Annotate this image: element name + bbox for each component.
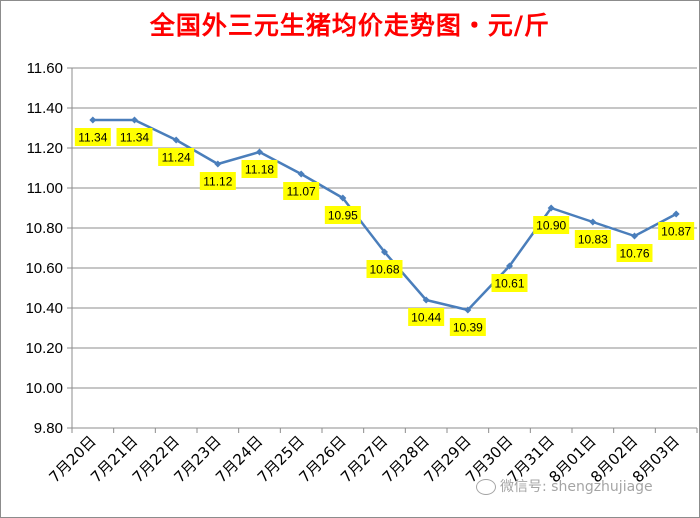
watermark: 微信号: shengzhujiage <box>476 476 653 496</box>
data-point-marker <box>381 248 388 256</box>
data-label-bg <box>74 128 111 146</box>
y-tick-label: 11.40 <box>27 100 63 117</box>
data-label: 11.18 <box>245 163 274 177</box>
data-label-bg <box>158 148 195 166</box>
data-point-marker <box>506 262 513 270</box>
data-label-bg <box>283 182 320 200</box>
data-label: 11.07 <box>287 185 316 199</box>
data-label-bg <box>366 260 403 278</box>
data-label-bg <box>449 318 486 336</box>
data-label-bg <box>574 230 611 248</box>
data-point-marker <box>297 170 305 178</box>
y-tick-label: 9.80 <box>34 420 63 437</box>
data-label: 11.24 <box>162 151 191 165</box>
data-labels: 11.34 11.34 11.24 11.12 11.18 11.07 10.95 10.68… <box>74 128 695 336</box>
data-label: 11.34 <box>78 131 107 145</box>
data-label: 10.68 <box>369 263 399 277</box>
y-tick-label: 11.20 <box>27 140 63 157</box>
y-tick-label: 10.00 <box>25 380 63 397</box>
data-point-marker <box>172 136 180 144</box>
data-label-bg <box>533 216 570 234</box>
data-point-marker <box>672 210 680 218</box>
y-tick-label: 11.00 <box>27 180 63 197</box>
data-label: 11.12 <box>203 175 232 189</box>
data-point-marker <box>547 204 555 212</box>
data-point-marker <box>631 232 638 240</box>
data-point-marker <box>89 116 97 124</box>
y-tick-label: 11.60 <box>27 60 63 77</box>
data-label: 10.83 <box>578 233 608 247</box>
data-label-bg <box>658 222 695 240</box>
data-point-marker <box>131 116 138 124</box>
data-point-marker <box>589 218 597 226</box>
data-point-marker <box>464 306 472 314</box>
data-label-bg <box>199 172 236 190</box>
data-label: 10.90 <box>536 219 566 233</box>
data-point-marker <box>422 296 430 304</box>
chart-title: 全国外三元生猪均价走势图・元/斤 <box>149 11 551 40</box>
y-tick-labels: 9.80 10.00 10.20 10.40 10.60 10.80 11.00 11.20 1… <box>25 60 63 437</box>
watermark-text: 微信号: shengzhujiage <box>500 479 653 495</box>
data-label-bg <box>408 308 445 326</box>
y-tick-label: 10.20 <box>25 340 63 357</box>
y-tick-label: 10.60 <box>25 260 63 277</box>
data-label: 10.61 <box>494 277 524 291</box>
wechat-icon <box>476 479 496 495</box>
data-label-bg <box>324 206 361 224</box>
data-label: 10.76 <box>619 247 649 261</box>
grid-lines <box>72 67 697 389</box>
data-point-marker <box>256 148 263 156</box>
data-label: 11.34 <box>120 131 149 145</box>
y-tick-label: 10.80 <box>25 220 63 237</box>
axes <box>67 67 698 433</box>
data-label: 10.39 <box>453 321 483 335</box>
y-tick-label: 10.40 <box>25 300 63 317</box>
data-label-bg <box>241 160 278 178</box>
data-label-bg <box>116 128 153 146</box>
data-label-bg <box>491 274 528 292</box>
data-point-marker <box>214 160 222 168</box>
data-label: 10.95 <box>328 209 358 223</box>
series-line <box>89 116 680 314</box>
data-label: 10.87 <box>661 225 691 239</box>
data-label: 10.44 <box>411 311 441 325</box>
data-label-bg <box>616 244 653 262</box>
data-point-marker <box>339 194 347 202</box>
